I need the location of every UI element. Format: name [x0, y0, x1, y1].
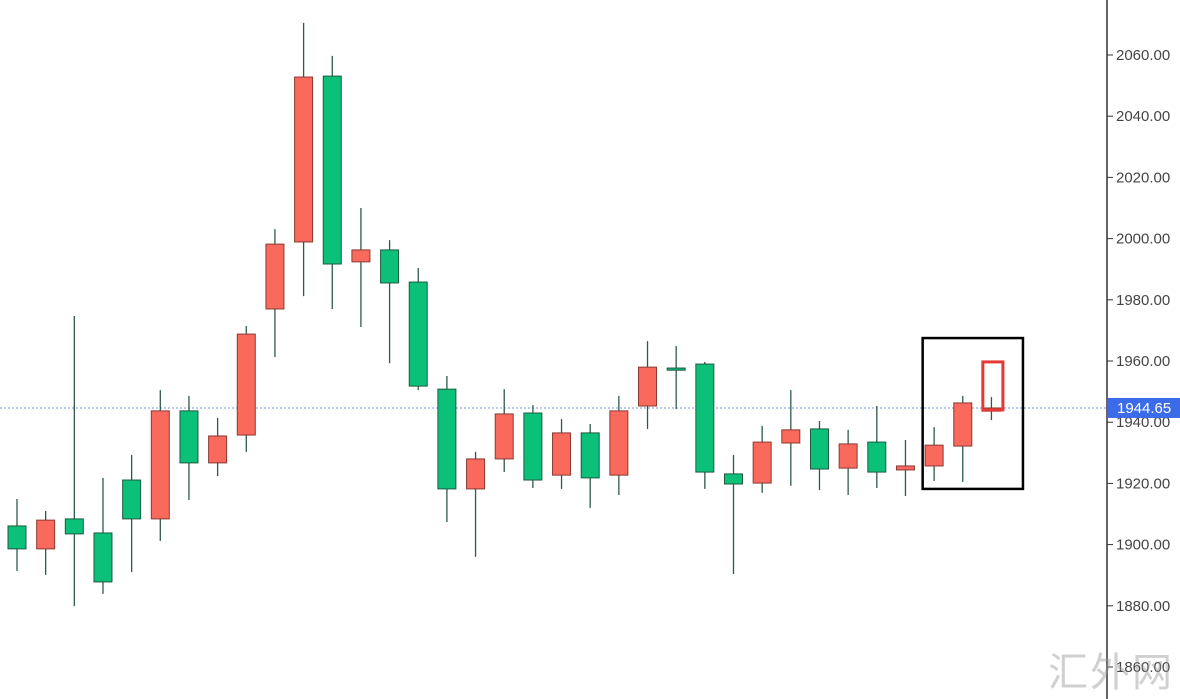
candle-body — [179, 410, 199, 464]
y-tick-label: 1860.00 — [1116, 659, 1170, 676]
candle-body — [265, 243, 285, 310]
candle-body — [695, 363, 715, 473]
candle-body — [7, 525, 27, 550]
candle-body — [322, 75, 342, 265]
candle-body — [609, 410, 629, 476]
y-tick-label: 2060.00 — [1116, 47, 1170, 64]
y-tick-label: 1920.00 — [1116, 475, 1170, 492]
candle-body — [838, 443, 858, 469]
candle-body — [408, 281, 428, 387]
price-axis-background — [1107, 0, 1180, 699]
candle-body — [36, 519, 56, 550]
candle-body — [236, 333, 256, 436]
candle-body — [953, 402, 973, 447]
y-tick-label: 2040.00 — [1116, 108, 1170, 125]
candle-body — [523, 412, 543, 481]
candle-body — [93, 532, 113, 583]
candle-body — [752, 441, 772, 484]
candle-body — [724, 473, 743, 485]
candle-body — [895, 465, 915, 471]
candle-body — [809, 428, 829, 470]
candle-body — [781, 429, 801, 444]
candle-body — [64, 518, 84, 535]
y-tick-label: 1900.00 — [1116, 537, 1170, 554]
candle-body — [466, 458, 486, 490]
highlight-box — [921, 336, 1025, 491]
y-tick-label: 2080.00 — [1116, 0, 1170, 3]
watermark: 汇外网 — [1048, 650, 1174, 696]
current-price-label: 1944.65 — [1117, 400, 1171, 417]
candle-body — [437, 388, 457, 490]
y-tick-label: 1960.00 — [1116, 353, 1170, 370]
y-tick-label: 2020.00 — [1116, 169, 1170, 186]
y-tick-label: 2000.00 — [1116, 231, 1170, 248]
candle-body — [924, 444, 944, 467]
candle-body — [380, 249, 400, 284]
current-price-badge — [1108, 397, 1180, 418]
y-tick-label: 1880.00 — [1116, 598, 1170, 615]
candle-body — [552, 432, 572, 476]
y-tick-label: 1980.00 — [1116, 292, 1170, 309]
candle-body — [294, 76, 314, 243]
y-tick-label: 1940.00 — [1116, 414, 1170, 431]
candle-body — [666, 367, 686, 371]
projected-candle-box — [981, 360, 1005, 412]
candle-body — [867, 441, 887, 473]
candle-body — [494, 413, 514, 460]
candle-body — [580, 432, 600, 479]
candle-body — [351, 249, 371, 263]
candle-body — [122, 479, 142, 520]
candle-body — [638, 366, 658, 407]
candle-body — [150, 410, 170, 520]
candle-body — [208, 435, 228, 464]
